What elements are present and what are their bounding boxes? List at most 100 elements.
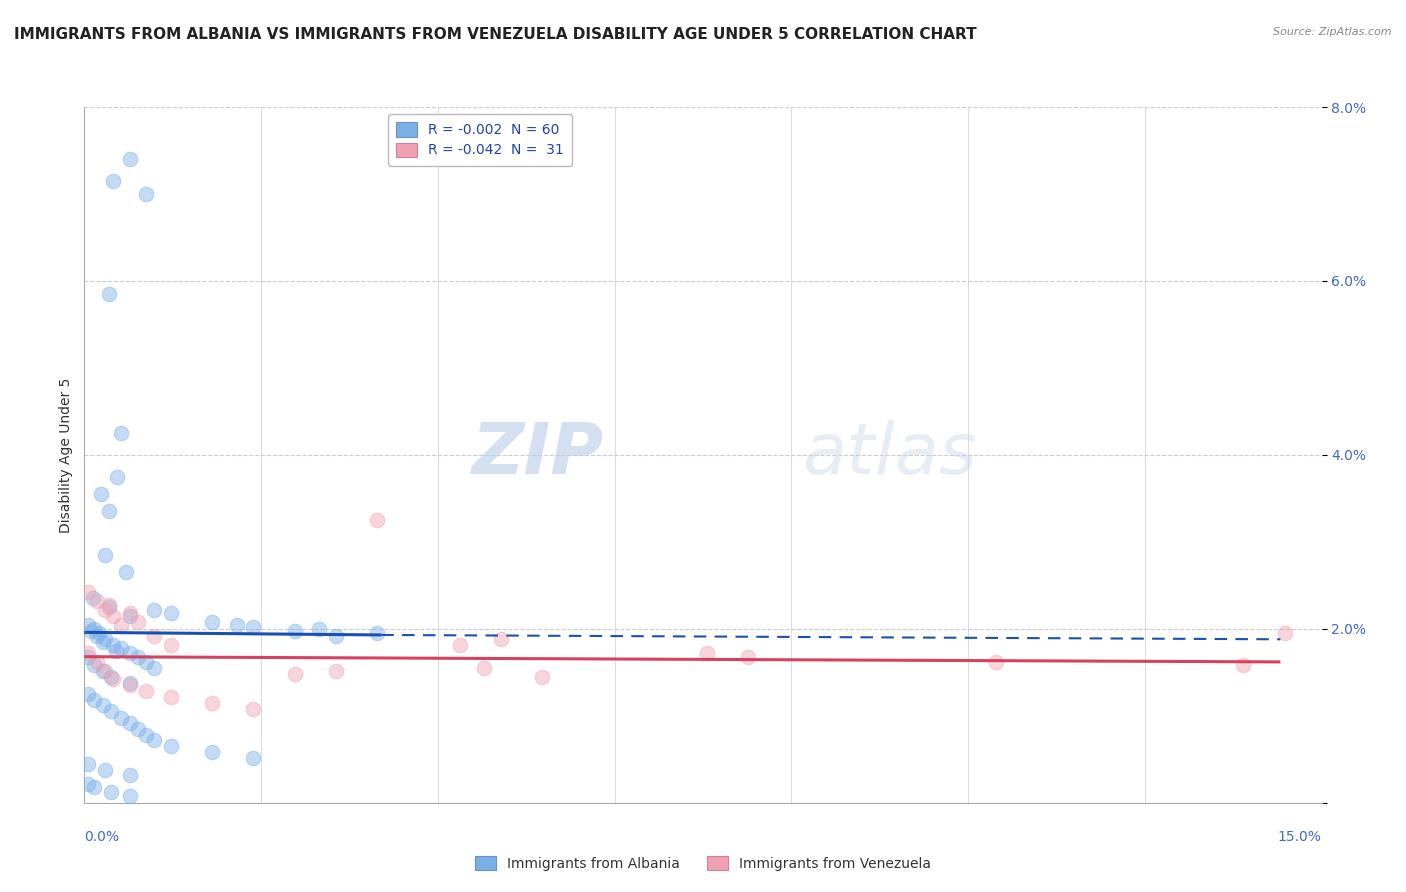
Point [98, 598, 121, 612]
Point [83, 658, 105, 673]
Point [77, 756, 100, 771]
Point [118, 789, 141, 803]
Point [135, 655, 157, 669]
Point [143, 603, 166, 617]
Point [89, 626, 111, 640]
Point [143, 629, 166, 643]
Point [83, 693, 105, 707]
Point [366, 513, 388, 527]
Legend: R = -0.002  N = 60, R = -0.042  N =  31: R = -0.002 N = 60, R = -0.042 N = 31 [388, 114, 572, 166]
Text: 0.0%: 0.0% [84, 830, 120, 844]
Point [94, 548, 117, 562]
Point [366, 626, 388, 640]
Point [242, 702, 264, 716]
Text: 15.0%: 15.0% [1278, 830, 1322, 844]
Point [308, 622, 330, 636]
Point [82, 591, 104, 606]
Point [325, 629, 347, 643]
Point [110, 640, 132, 655]
Point [160, 739, 183, 754]
Point [103, 673, 125, 687]
Point [90, 487, 112, 501]
Point [696, 646, 718, 660]
Point [103, 608, 125, 623]
Point [143, 733, 166, 747]
Point [94, 763, 117, 777]
Point [118, 152, 141, 166]
Point [86, 629, 108, 643]
Legend: Immigrants from Albania, Immigrants from Venezuela: Immigrants from Albania, Immigrants from… [470, 850, 936, 876]
Point [104, 643, 127, 657]
Point [77, 687, 100, 701]
Point [103, 174, 125, 188]
Point [135, 684, 157, 698]
Point [100, 670, 122, 684]
Point [242, 750, 264, 764]
Point [160, 606, 183, 620]
Point [105, 469, 128, 483]
Point [118, 606, 141, 620]
Point [100, 705, 122, 719]
Point [118, 608, 141, 623]
Point [83, 622, 105, 636]
Point [160, 690, 183, 704]
Point [737, 649, 759, 664]
Point [98, 287, 121, 301]
Point [201, 615, 224, 629]
Point [86, 655, 108, 669]
Point [91, 635, 114, 649]
Point [94, 664, 117, 678]
Point [531, 670, 554, 684]
Point [77, 585, 100, 599]
Point [118, 678, 141, 692]
Point [77, 646, 100, 660]
Point [110, 710, 132, 724]
Point [135, 187, 157, 202]
Point [1274, 626, 1296, 640]
Point [474, 661, 496, 675]
Point [83, 780, 105, 794]
Point [226, 617, 249, 632]
Point [284, 667, 307, 681]
Point [86, 594, 108, 608]
Point [98, 600, 121, 615]
Text: IMMIGRANTS FROM ALBANIA VS IMMIGRANTS FROM VENEZUELA DISABILITY AGE UNDER 5 CORR: IMMIGRANTS FROM ALBANIA VS IMMIGRANTS FR… [14, 27, 977, 42]
Point [284, 624, 307, 638]
Point [118, 715, 141, 730]
Y-axis label: Disability Age Under 5: Disability Age Under 5 [59, 377, 73, 533]
Text: atlas: atlas [801, 420, 977, 490]
Point [118, 646, 141, 660]
Point [77, 777, 100, 791]
Point [118, 675, 141, 690]
Point [143, 661, 166, 675]
Point [114, 566, 136, 580]
Point [110, 426, 132, 441]
Point [100, 785, 122, 799]
Point [77, 649, 100, 664]
Point [127, 722, 149, 736]
Point [103, 638, 125, 652]
Point [80, 624, 103, 638]
Point [1232, 658, 1254, 673]
Point [160, 638, 183, 652]
Point [489, 632, 512, 647]
Point [984, 655, 1007, 669]
Point [118, 768, 141, 782]
Point [110, 617, 132, 632]
Text: ZIP: ZIP [472, 420, 605, 490]
Point [127, 649, 149, 664]
Point [91, 698, 114, 713]
Point [201, 696, 224, 710]
Point [98, 504, 121, 518]
Point [201, 745, 224, 759]
Point [325, 664, 347, 678]
Text: Source: ZipAtlas.com: Source: ZipAtlas.com [1274, 27, 1392, 37]
Point [77, 617, 100, 632]
Point [135, 728, 157, 742]
Point [91, 664, 114, 678]
Point [94, 603, 117, 617]
Point [242, 620, 264, 634]
Point [449, 638, 471, 652]
Point [127, 615, 149, 629]
Point [94, 632, 117, 647]
